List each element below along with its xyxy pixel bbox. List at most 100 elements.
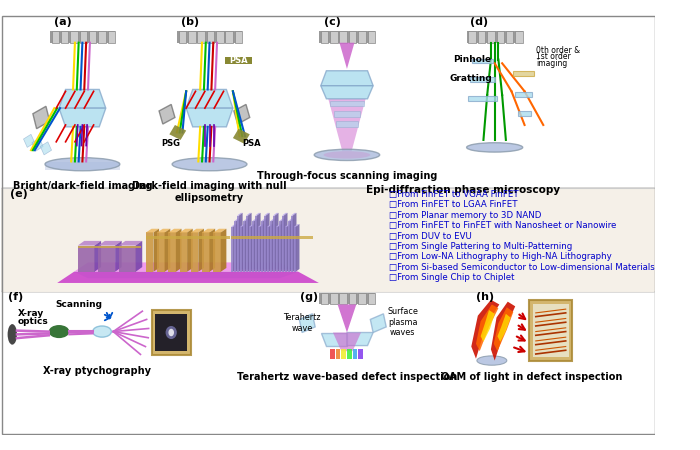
Text: Bright/dark-field imaging: Bright/dark-field imaging bbox=[13, 181, 152, 191]
Polygon shape bbox=[158, 233, 164, 272]
Polygon shape bbox=[257, 213, 260, 272]
Polygon shape bbox=[237, 216, 239, 272]
Polygon shape bbox=[74, 262, 298, 272]
Polygon shape bbox=[191, 229, 204, 233]
Polygon shape bbox=[252, 221, 254, 272]
Polygon shape bbox=[153, 229, 159, 272]
Bar bbox=[468, 96, 496, 101]
Bar bbox=[108, 32, 115, 43]
Polygon shape bbox=[115, 241, 122, 272]
Ellipse shape bbox=[323, 151, 370, 159]
Polygon shape bbox=[491, 302, 515, 360]
Bar bbox=[349, 32, 356, 43]
Polygon shape bbox=[169, 233, 176, 272]
Bar bbox=[330, 293, 337, 305]
Bar bbox=[513, 71, 534, 77]
Ellipse shape bbox=[172, 158, 247, 171]
Polygon shape bbox=[220, 229, 226, 272]
Bar bbox=[50, 32, 115, 43]
Bar bbox=[340, 293, 347, 305]
Text: Surface
plasma
waves: Surface plasma waves bbox=[387, 307, 418, 337]
Polygon shape bbox=[237, 213, 243, 216]
Polygon shape bbox=[209, 229, 215, 272]
Polygon shape bbox=[266, 213, 270, 272]
Bar bbox=[155, 314, 187, 351]
Polygon shape bbox=[231, 227, 233, 272]
Polygon shape bbox=[251, 224, 255, 272]
Polygon shape bbox=[255, 216, 257, 272]
Text: (d): (d) bbox=[470, 17, 489, 27]
Polygon shape bbox=[276, 224, 281, 227]
Bar bbox=[470, 77, 495, 82]
Bar bbox=[146, 236, 230, 239]
FancyBboxPatch shape bbox=[1, 188, 655, 292]
Bar bbox=[515, 92, 532, 97]
Bar bbox=[334, 111, 360, 117]
Bar bbox=[473, 58, 493, 63]
Polygon shape bbox=[176, 229, 181, 272]
Polygon shape bbox=[180, 229, 193, 233]
Bar bbox=[89, 32, 97, 43]
Polygon shape bbox=[476, 305, 498, 351]
Bar bbox=[321, 293, 328, 305]
Polygon shape bbox=[246, 216, 248, 272]
Polygon shape bbox=[272, 218, 276, 272]
Bar bbox=[487, 32, 495, 43]
Ellipse shape bbox=[92, 326, 111, 337]
Text: (a): (a) bbox=[55, 17, 72, 27]
Bar bbox=[216, 32, 223, 43]
Ellipse shape bbox=[169, 329, 174, 336]
Bar bbox=[358, 293, 365, 305]
Polygon shape bbox=[78, 246, 94, 272]
Bar bbox=[347, 349, 351, 359]
Bar bbox=[336, 121, 358, 127]
Polygon shape bbox=[275, 213, 279, 272]
Polygon shape bbox=[337, 305, 356, 333]
Polygon shape bbox=[270, 221, 272, 272]
Polygon shape bbox=[57, 272, 319, 283]
Polygon shape bbox=[328, 99, 365, 151]
Text: Pinhole: Pinhole bbox=[454, 55, 491, 64]
Polygon shape bbox=[291, 213, 297, 216]
Text: Gratting: Gratting bbox=[450, 74, 493, 83]
Bar bbox=[342, 349, 346, 359]
Polygon shape bbox=[98, 241, 122, 246]
Polygon shape bbox=[264, 216, 266, 272]
Text: X-ray: X-ray bbox=[18, 309, 44, 318]
Text: PSA: PSA bbox=[229, 56, 248, 65]
Polygon shape bbox=[158, 229, 170, 233]
Bar bbox=[321, 32, 328, 43]
Polygon shape bbox=[187, 229, 192, 272]
Text: □From FinFET to FinFET with Nanosheet or Nanowire: □From FinFET to FinFET with Nanosheet or… bbox=[389, 221, 617, 230]
Polygon shape bbox=[273, 213, 279, 216]
Polygon shape bbox=[321, 86, 373, 99]
Bar bbox=[188, 32, 195, 43]
Bar bbox=[178, 32, 186, 43]
Polygon shape bbox=[293, 213, 297, 272]
Polygon shape bbox=[300, 314, 315, 333]
Bar bbox=[468, 32, 476, 43]
Text: optics: optics bbox=[18, 317, 48, 326]
Bar bbox=[78, 246, 141, 248]
Polygon shape bbox=[370, 314, 386, 333]
Polygon shape bbox=[243, 218, 248, 221]
Polygon shape bbox=[234, 221, 236, 272]
Text: 0th order &: 0th order & bbox=[536, 46, 580, 55]
Polygon shape bbox=[198, 229, 204, 272]
Polygon shape bbox=[347, 333, 373, 346]
Polygon shape bbox=[340, 43, 354, 69]
Polygon shape bbox=[32, 138, 43, 151]
Polygon shape bbox=[164, 229, 170, 272]
Text: □From DUV to EVU: □From DUV to EVU bbox=[389, 232, 472, 241]
Polygon shape bbox=[245, 218, 248, 272]
Polygon shape bbox=[242, 224, 246, 272]
Polygon shape bbox=[294, 227, 295, 272]
Text: □From Planar memory to 3D NAND: □From Planar memory to 3D NAND bbox=[389, 211, 541, 220]
Polygon shape bbox=[202, 233, 209, 272]
Text: imaging: imaging bbox=[536, 59, 567, 68]
Text: □From Single Chip to Chiplet: □From Single Chip to Chiplet bbox=[389, 274, 514, 283]
Polygon shape bbox=[261, 218, 267, 221]
Polygon shape bbox=[78, 241, 101, 246]
Polygon shape bbox=[278, 224, 281, 272]
Bar bbox=[358, 349, 363, 359]
